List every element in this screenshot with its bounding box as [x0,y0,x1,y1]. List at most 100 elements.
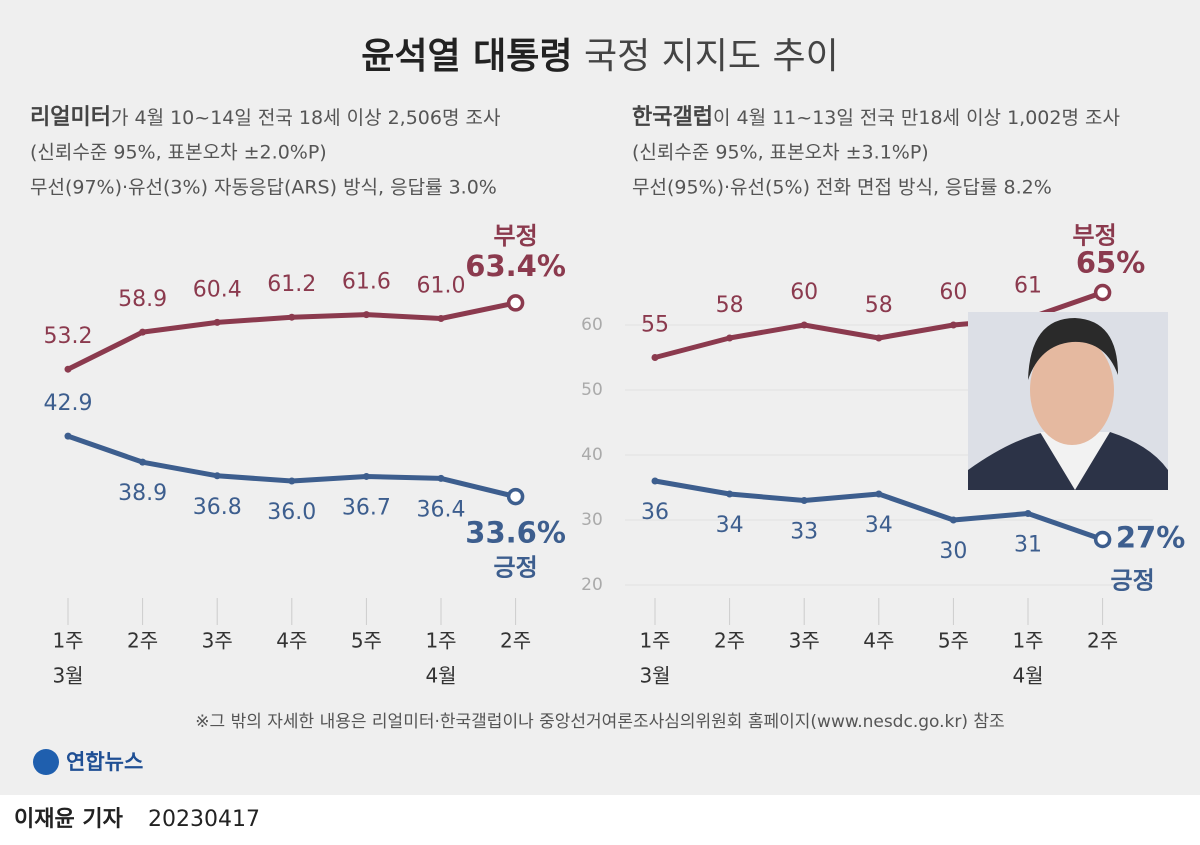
data-label: 58 [865,293,893,318]
point [800,321,808,329]
y-tick-label: 20 [581,575,603,595]
byline: 이재윤 기자 [14,807,124,832]
point [800,497,808,504]
data-label: 63.4% [465,249,566,283]
x-tick-label: 5주 [938,629,969,653]
point [288,313,296,321]
y-tick-label: 30 [581,510,603,530]
data-label: 53.2 [44,324,93,349]
x-tick-label: 4주 [276,629,307,653]
data-label: 38.9 [118,481,167,506]
point [139,458,147,466]
point [362,472,370,480]
photo-face [1030,335,1114,445]
y-tick-label: 40 [581,445,603,465]
subtitle-line: 무선(97%)·유선(3%) 자동응답(ARS) 방식, 응답률 3.0% [30,177,497,199]
subtitle-line: 이 4월 11~13일 전국 만18세 이상 1,002명 조사 [713,107,1120,129]
point [726,490,734,498]
legend-label: 부정 [494,222,538,250]
point [506,487,525,506]
x-tick-label: 2주 [500,629,531,653]
data-label: 42.9 [44,391,93,416]
x-tick-label: 2주 [127,629,158,653]
data-label: 61.0 [417,274,466,299]
data-label: 55 [641,313,669,338]
data-label: 36.0 [267,500,316,525]
date: 20230417 [148,807,260,832]
point [437,474,445,482]
y-tick-label: 60 [581,315,603,335]
data-label: 30 [939,539,967,564]
month-label: 4월 [1012,664,1043,688]
data-label: 33 [790,520,818,545]
title-regular: 국정 지지도 추이 [584,36,839,77]
point [506,294,525,312]
legend-label: 부정 [1073,222,1117,250]
data-label: 60.4 [193,277,242,302]
point [288,477,296,485]
footnote: ※그 밖의 자세한 내용은 리얼미터·한국갤럽이나 중앙선거여론조사심의위원회 … [195,712,1004,732]
data-label: 60 [939,280,967,305]
x-tick-label: 4주 [863,629,894,653]
data-label: 60 [790,280,818,305]
subtitle-line: 무선(95%)·유선(5%) 전화 면접 방식, 응답률 8.2% [632,177,1052,199]
title-bold: 윤석열 대통령 [361,36,572,77]
x-tick-label: 1주 [425,629,456,653]
point [64,432,72,440]
logo-icon [33,749,59,775]
data-label: 65% [1076,246,1145,280]
photo-hair [1028,318,1118,380]
point [1093,283,1112,302]
point [64,365,72,373]
x-tick-label: 1주 [639,629,670,653]
point [949,321,957,329]
data-label: 61 [1014,274,1042,299]
data-label: 58.9 [118,287,167,312]
point [362,311,370,319]
y-tick-label: 50 [581,380,603,400]
photo [968,312,1168,490]
point [437,315,445,322]
subtitle-line: (신뢰수준 95%, 표본오차 ±3.1%P) [632,142,929,164]
month-label: 3월 [639,664,670,688]
point [1024,510,1032,517]
source: 한국갤럽 [632,105,713,130]
subtitle-line: 가 4월 10~14일 전국 18세 이상 2,506명 조사 [111,107,501,129]
point [651,354,659,361]
data-label: 34 [716,513,744,538]
point [949,516,957,524]
point [1093,530,1112,549]
point [875,490,883,498]
x-tick-label: 1주 [52,629,83,653]
legend-label: 긍정 [1111,567,1155,595]
data-label: 33.6% [465,516,566,550]
data-label: 36.4 [417,497,466,522]
x-tick-label: 3주 [202,629,233,653]
data-label: 36.8 [193,495,242,520]
data-label: 27% [1116,521,1185,555]
x-tick-label: 2주 [714,629,745,653]
legend-label: 긍정 [494,554,538,582]
data-label: 31 [1014,533,1042,558]
point [213,318,221,326]
x-tick-label: 5주 [351,629,382,653]
point [875,334,883,342]
data-label: 34 [865,513,893,538]
data-label: 36 [641,500,669,525]
logo-text: 연합뉴스 [66,750,143,774]
logo: 연합뉴스 [33,749,143,775]
x-tick-label: 2주 [1087,629,1118,653]
title: 윤석열 대통령 국정 지지도 추이 [361,36,838,77]
month-label: 3월 [52,664,83,688]
subtitle: 리얼미터가 4월 10~14일 전국 18세 이상 2,506명 조사 [30,105,500,130]
x-tick-label: 3주 [789,629,820,653]
source: 리얼미터 [30,105,111,130]
point [651,477,659,485]
data-label: 58 [716,293,744,318]
data-label: 36.7 [342,495,391,520]
subtitle: 한국갤럽이 4월 11~13일 전국 만18세 이상 1,002명 조사 [632,105,1120,130]
point [139,328,147,336]
data-label: 61.2 [267,272,316,297]
